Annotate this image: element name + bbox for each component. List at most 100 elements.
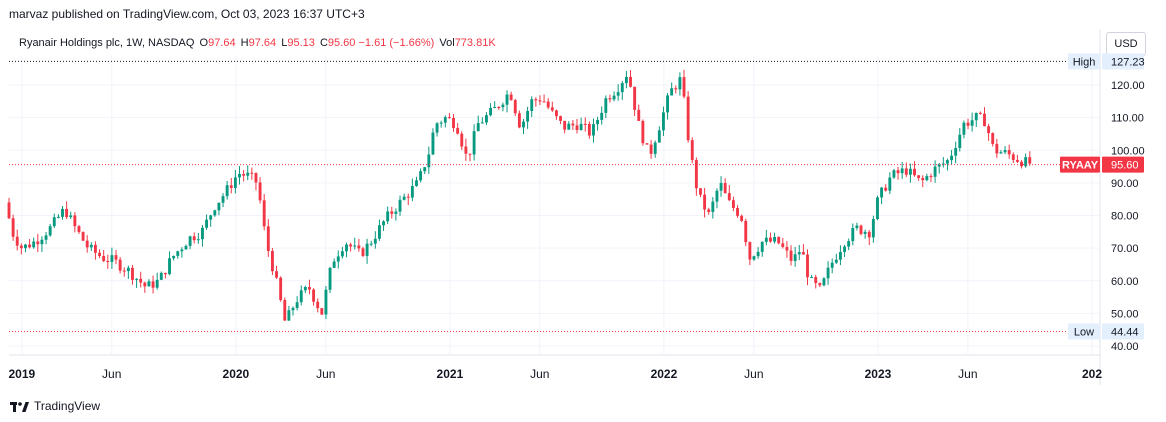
candle-body <box>711 201 715 212</box>
candle-body <box>24 244 27 249</box>
candle-body <box>629 76 632 87</box>
candle-body <box>303 287 307 291</box>
candle-body <box>855 225 859 228</box>
candle-body <box>1007 150 1011 155</box>
candle-body <box>974 112 978 121</box>
candle-body <box>789 250 793 261</box>
candle-body <box>822 278 826 286</box>
candle-body <box>999 152 1003 154</box>
candle-body <box>616 92 620 96</box>
candle-body <box>620 83 624 93</box>
candle-body <box>847 241 851 247</box>
candle-body <box>48 226 52 236</box>
candle-body <box>196 239 200 241</box>
candle-body <box>769 237 772 242</box>
candle-body <box>880 187 884 198</box>
candle-body <box>11 218 15 237</box>
candle-body <box>662 112 665 131</box>
candle-body <box>530 99 534 112</box>
candle-body <box>863 231 867 234</box>
candle-body <box>205 219 209 228</box>
candle-body <box>209 215 213 220</box>
candle-body <box>77 226 81 233</box>
candle-body <box>468 153 472 155</box>
candle-body <box>900 168 904 174</box>
candle-body <box>456 128 460 134</box>
candle-body <box>275 271 278 278</box>
candle-body <box>575 125 579 130</box>
candle-body <box>563 120 567 130</box>
x-tick-label: Jun <box>530 367 549 381</box>
candle-body <box>1028 157 1032 164</box>
candle-body <box>497 106 501 108</box>
volume-value: 773.81K <box>454 37 496 49</box>
candle-body <box>838 251 842 260</box>
candle-body <box>834 259 838 263</box>
candle-body <box>225 185 229 197</box>
time-axis[interactable]: 2019 Jun 2020 Jun 2021 Jun 2022 Jun 2023 Jun 202 <box>8 367 1102 381</box>
reference-lines <box>9 60 1100 333</box>
low-label: Low <box>1074 327 1094 339</box>
candle-body <box>439 122 443 124</box>
candle-body <box>1011 154 1015 160</box>
candle-body <box>122 270 126 272</box>
candle-body <box>946 160 949 164</box>
y-tick-label: 100.00 <box>1111 145 1145 157</box>
last-price-box <box>1102 156 1144 173</box>
candle-body <box>641 120 645 144</box>
candle-body <box>624 76 628 84</box>
candle-body <box>353 245 357 247</box>
candle-body <box>15 236 19 246</box>
candle-body <box>299 290 303 303</box>
candle-body <box>917 175 921 178</box>
candle-body <box>238 173 241 178</box>
candle-body <box>221 196 225 203</box>
candle-body <box>830 262 834 268</box>
candle-body <box>884 187 888 191</box>
candle-body <box>612 95 616 100</box>
candle-body <box>246 172 250 176</box>
candle-body <box>406 196 410 198</box>
candle-body <box>546 101 550 108</box>
candle-body <box>797 252 801 255</box>
candle-body <box>270 251 274 272</box>
candle-body <box>962 122 966 135</box>
candle-body <box>402 196 406 200</box>
candle-body <box>522 121 525 128</box>
close-label: C <box>319 37 328 49</box>
candle-body <box>727 193 731 201</box>
y-tick-label: 120.00 <box>1111 80 1145 92</box>
close-value: 95.60 <box>327 37 356 49</box>
candle-body <box>287 310 291 321</box>
candle-body <box>559 116 562 121</box>
x-tick-label: 202 <box>1082 367 1102 381</box>
candle-body <box>649 144 653 154</box>
candle-body <box>168 258 171 275</box>
candle-body <box>345 244 348 252</box>
candle-body <box>517 113 521 128</box>
low-value-label: 44.44 <box>1111 327 1139 339</box>
candle-body <box>645 143 649 145</box>
candle-body <box>106 261 110 263</box>
tradingview-brand[interactable]: TradingView <box>10 399 100 413</box>
candle-body <box>826 267 830 279</box>
candle-body <box>184 245 188 250</box>
x-tick-label: 2023 <box>865 367 892 381</box>
candle-body <box>427 154 431 168</box>
candle-body <box>666 95 669 113</box>
high-value: 97.64 <box>248 37 277 49</box>
symbol-tag-box <box>1060 156 1100 173</box>
candle-body <box>752 256 756 260</box>
candle-body <box>279 277 283 301</box>
candle-body <box>110 255 114 262</box>
candle-body <box>937 164 941 167</box>
candle-body <box>476 123 480 132</box>
candle-body <box>731 200 735 208</box>
candle-body <box>69 215 73 218</box>
price-markers: High 127.23 Low 44.44 RYAAY 95.60 <box>1060 53 1145 340</box>
candle-body <box>291 307 295 311</box>
price-axis[interactable]: 40.00 50.00 60.00 70.00 80.00 90.00 100.00 110.… <box>1111 80 1145 353</box>
candle-body <box>929 176 933 178</box>
candle-body <box>85 240 89 248</box>
